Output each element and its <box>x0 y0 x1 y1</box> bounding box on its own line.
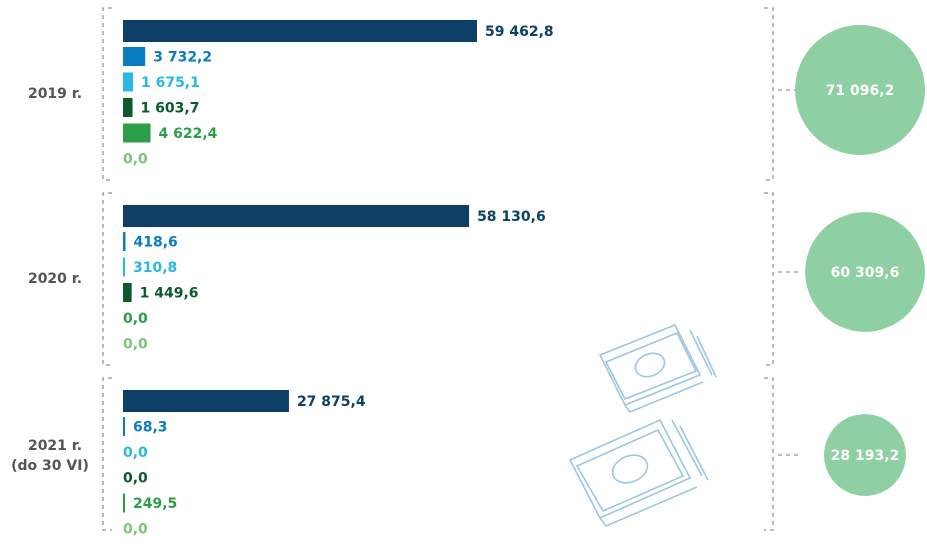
value-label: 310,8 <box>133 260 177 276</box>
bar <box>123 283 132 302</box>
bracket <box>764 7 774 181</box>
total-label: 60 309,6 <box>831 265 900 281</box>
value-label: 27 875,4 <box>297 394 366 410</box>
total-circle <box>805 212 925 332</box>
bar <box>123 98 133 117</box>
value-label: 0,0 <box>123 311 148 327</box>
bracket <box>764 192 774 366</box>
bar <box>123 417 125 436</box>
value-label: 0,0 <box>123 445 148 461</box>
value-label: 1 603,7 <box>141 101 200 117</box>
total-circle <box>795 25 925 155</box>
bracket <box>102 7 112 181</box>
value-label: 58 130,6 <box>477 209 546 225</box>
value-label: 0,0 <box>123 522 148 538</box>
bracket <box>764 377 774 531</box>
value-label: 59 462,8 <box>485 24 554 40</box>
total-label: 71 096,2 <box>826 83 895 99</box>
total-label: 28 193,2 <box>831 448 900 464</box>
bar <box>123 493 125 513</box>
bar <box>123 20 477 42</box>
value-label: 418,6 <box>133 235 177 251</box>
value-label: 1 449,6 <box>140 286 199 302</box>
value-label: 0,0 <box>123 337 148 353</box>
bracket <box>102 377 112 531</box>
category-label: 2021 r. <box>28 438 82 454</box>
value-label: 3 732,2 <box>153 50 212 66</box>
bar <box>123 47 146 66</box>
value-label: 1 675,1 <box>141 75 200 91</box>
bar <box>123 205 470 227</box>
bar <box>123 72 133 92</box>
bar <box>123 123 151 143</box>
value-label: 0,0 <box>123 152 148 168</box>
value-label: 4 622,4 <box>159 126 218 142</box>
value-label: 0,0 <box>123 471 148 487</box>
value-label: 249,5 <box>133 496 177 512</box>
category-sublabel: (do 30 VI) <box>11 458 89 474</box>
value-label: 68,3 <box>133 420 168 436</box>
bar <box>123 390 289 412</box>
category-label: 2019 r. <box>28 86 82 102</box>
category-label: 2020 r. <box>28 271 82 287</box>
money-icon <box>568 323 717 527</box>
bar <box>123 257 125 277</box>
bar <box>123 232 126 251</box>
bracket <box>102 192 112 366</box>
total-circle <box>824 414 906 496</box>
